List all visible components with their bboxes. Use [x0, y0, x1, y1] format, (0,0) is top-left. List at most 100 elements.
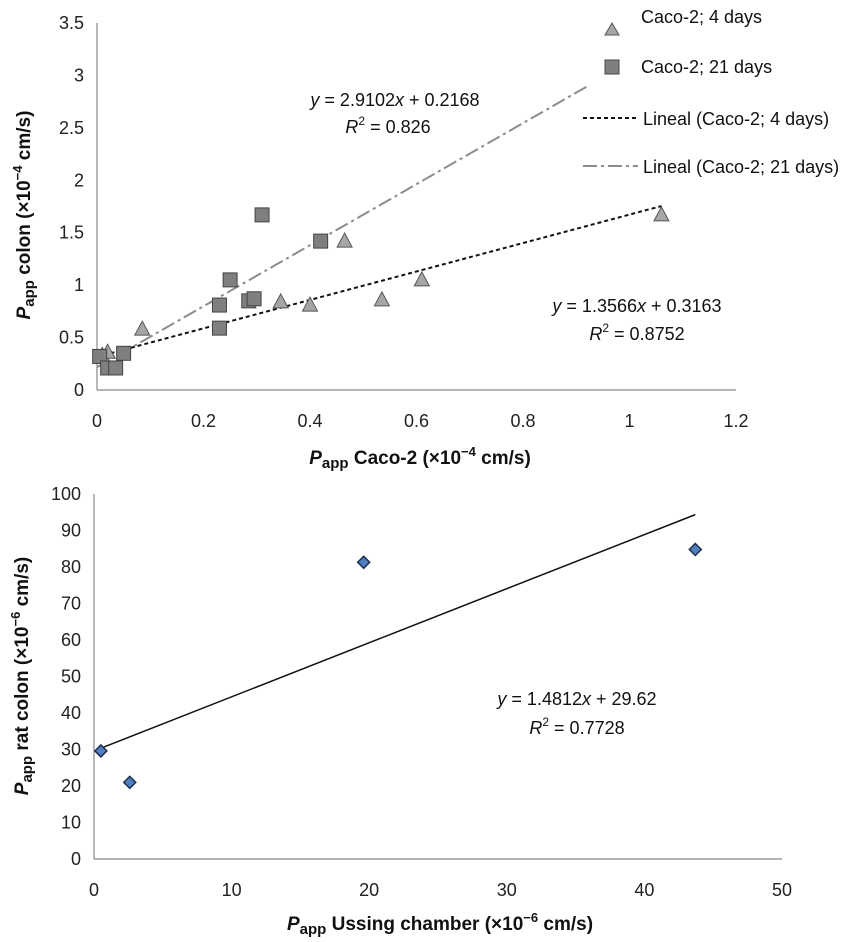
data-point-triangle	[373, 290, 391, 307]
data-point-square	[116, 345, 132, 361]
y-tick-label: 20	[61, 776, 81, 796]
bottom-x-axis-label: Papp Ussing chamber (×10−6 cm/s)	[287, 910, 593, 938]
data-point-diamond	[688, 542, 703, 557]
eq-lhs: y	[308, 90, 320, 110]
x-tick-label: 0	[89, 880, 99, 900]
eq-x: x	[394, 90, 405, 110]
y-tick-label: 0	[74, 380, 84, 400]
data-point-square	[211, 320, 227, 336]
x-tick-label: 40	[634, 880, 654, 900]
xlabel-sub: app	[322, 455, 349, 472]
legend-label-4days: Caco-2; 4 days	[641, 7, 762, 27]
trendline	[96, 85, 588, 369]
eq-x: x	[636, 296, 647, 316]
data-point-square	[108, 360, 124, 376]
ylabel-exp: −6	[8, 612, 23, 627]
ylabel-p: P	[12, 782, 33, 795]
data-point-square	[254, 207, 270, 223]
ylabel-p: P	[14, 306, 35, 319]
x-tick-label: 0	[92, 411, 102, 431]
data-point-triangle	[301, 296, 319, 312]
xlabel-sub: app	[300, 921, 327, 938]
legend-label-21days: Caco-2; 21 days	[641, 57, 772, 77]
data-point-square	[92, 348, 108, 364]
xlabel-exp: −6	[523, 910, 538, 925]
data-point-triangle	[133, 320, 151, 336]
y-tick-label: 2.5	[59, 118, 84, 138]
y-tick-label: 1.5	[59, 223, 84, 243]
legend-label-lineal-21days: Lineal (Caco-2; 21 days)	[643, 157, 839, 177]
top-x-tick-labels: 0 0.2 0.4 0.6 0.8 1 1.2	[92, 411, 749, 431]
x-tick-label: 30	[497, 880, 517, 900]
eq-rest: + 0.2168	[404, 90, 480, 110]
y-tick-label: 100	[51, 484, 81, 504]
trendline	[96, 205, 662, 358]
xlabel-exp: −4	[461, 444, 477, 459]
top-points	[92, 205, 670, 376]
data-point-square	[211, 297, 227, 313]
data-point-triangle	[653, 205, 670, 222]
data-point-diamond	[122, 775, 137, 790]
eq-lhs: y	[550, 296, 562, 316]
xlabel-rest: Ussing chamber (×10	[326, 914, 523, 935]
ylabel-rest: rat colon (×10	[12, 627, 33, 756]
xlabel-unit: cm/s)	[476, 448, 531, 469]
r2-r: R	[589, 324, 602, 344]
y-tick-label: 2	[74, 170, 84, 190]
y-tick-label: 3	[74, 65, 84, 85]
top-legend: Caco-2; 4 days Caco-2; 21 days Lineal (C…	[583, 7, 839, 177]
r2-rest: = 0.8752	[609, 324, 685, 344]
x-tick-label: 50	[772, 880, 792, 900]
r2-r: R	[529, 718, 542, 738]
x-tick-label: 0.4	[297, 411, 322, 431]
x-tick-label: 1	[624, 411, 634, 431]
ylabel-rest: colon (×10	[14, 180, 35, 280]
y-tick-label: 0.5	[59, 328, 84, 348]
top-eq-21days: y = 2.9102x + 0.2168	[308, 90, 479, 110]
data-point-triangle	[413, 270, 431, 287]
top-r2-4days: R2 = 0.8752	[589, 321, 684, 344]
xlabel-p: P	[309, 448, 322, 469]
bottom-y-axis-label: Papp rat colon (×10−6 cm/s)	[8, 557, 36, 795]
bottom-axes	[93, 494, 782, 860]
eq-rest: + 0.3163	[646, 296, 722, 316]
bottom-y-tick-labels: 0 10 20 30 40 50 60 70 80 90 100	[51, 484, 81, 869]
r2-sq: 2	[358, 114, 365, 128]
y-tick-label: 90	[61, 521, 81, 541]
top-r2-21days: R2 = 0.826	[345, 114, 430, 137]
x-tick-label: 1.2	[723, 411, 748, 431]
y-tick-label: 10	[61, 813, 81, 833]
y-tick-label: 0	[71, 849, 81, 869]
top-x-axis-label: Papp Caco-2 (×10−4 cm/s)	[309, 444, 531, 472]
r2-r: R	[345, 117, 358, 137]
top-chart: 0 0.5 1 1.5 2 2.5 3 3.5 0 0.2 0.4 0.6 0.8 1 1.2 y = 2…	[10, 7, 839, 472]
data-point-diamond	[93, 743, 108, 759]
bottom-x-tick-labels: 0 10 20 30 40 50	[89, 880, 792, 900]
ylabel-exp: −4	[10, 165, 25, 181]
top-trendlines	[96, 85, 662, 369]
xlabel-rest: Caco-2 (×10	[349, 448, 461, 469]
y-tick-label: 3.5	[59, 13, 84, 33]
top-y-axis-label: Papp colon (×10−4 cm/s)	[10, 111, 38, 320]
data-point-triangle	[336, 232, 353, 248]
data-point-square	[246, 291, 262, 307]
data-point-square	[313, 233, 329, 249]
top-eq-4days: y = 1.3566x + 0.3163	[550, 296, 721, 316]
data-point-triangle	[272, 292, 290, 309]
eq-x: x	[581, 689, 592, 709]
y-tick-label: 80	[61, 557, 81, 577]
bottom-chart: 0 10 20 30 40 50 60 70 80 90 100 0 10 20 30 40 50 y = 1…	[8, 484, 792, 938]
data-point-diamond	[356, 555, 371, 570]
x-tick-label: 0.8	[510, 411, 535, 431]
ylabel-sub: app	[19, 756, 36, 783]
data-point-square	[222, 272, 238, 288]
r2-rest: = 0.826	[365, 117, 431, 137]
bottom-r2: R2 = 0.7728	[529, 715, 624, 738]
eq-mid: = 1.3566	[561, 296, 637, 316]
xlabel-p: P	[287, 914, 300, 935]
x-tick-label: 0.6	[404, 411, 429, 431]
y-tick-label: 30	[61, 740, 81, 760]
ylabel-unit: cm/s)	[14, 111, 35, 166]
trendline	[100, 513, 696, 749]
y-tick-label: 70	[61, 594, 81, 614]
